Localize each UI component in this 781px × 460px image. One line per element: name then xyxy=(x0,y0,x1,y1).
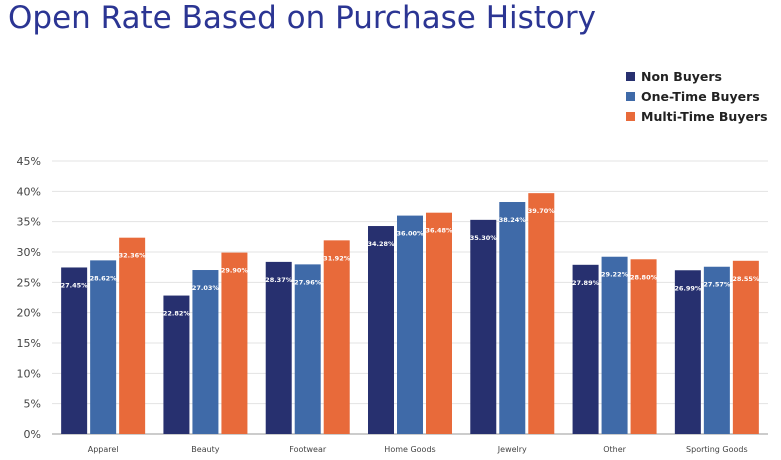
data-label: 27.57% xyxy=(703,281,731,289)
bar xyxy=(528,193,555,434)
x-tick-label: Apparel xyxy=(88,445,119,454)
chart-title: Open Rate Based on Purchase History xyxy=(8,0,596,36)
data-label: 28.62% xyxy=(90,274,118,282)
y-tick-label: 35% xyxy=(17,216,41,229)
data-label: 34.28% xyxy=(367,240,395,248)
bar xyxy=(192,270,219,434)
data-label: 22.82% xyxy=(163,310,191,318)
legend-item-non-buyers: Non Buyers xyxy=(626,66,768,86)
data-label: 32.36% xyxy=(119,252,147,260)
y-tick-label: 45% xyxy=(17,155,41,168)
legend-label-non-buyers: Non Buyers xyxy=(641,68,722,84)
x-tick-label: Jewelry xyxy=(497,445,527,454)
data-label: 28.37% xyxy=(265,276,293,284)
y-tick-label: 0% xyxy=(24,428,41,441)
x-tick-label: Footwear xyxy=(289,445,327,454)
data-label: 36.48% xyxy=(425,227,453,235)
bar xyxy=(265,261,292,434)
bar xyxy=(732,260,759,434)
bar xyxy=(163,295,190,434)
data-label: 26.99% xyxy=(674,284,702,292)
data-label: 29.22% xyxy=(601,271,629,279)
x-tick-label: Home Goods xyxy=(384,445,435,454)
data-label: 36.00% xyxy=(396,230,424,238)
bar xyxy=(61,267,88,434)
legend-swatch-one-time-buyers xyxy=(626,91,635,101)
x-tick-label: Sporting Goods xyxy=(686,445,748,454)
legend-item-one-time-buyers: One-Time Buyers xyxy=(626,86,768,106)
legend-swatch-multi-time-buyers xyxy=(626,111,635,121)
bar xyxy=(703,266,730,434)
bar xyxy=(601,256,628,434)
legend-label-one-time-buyers: One-Time Buyers xyxy=(641,88,760,104)
y-tick-label: 5% xyxy=(24,398,41,411)
bar xyxy=(90,260,117,434)
data-label: 27.45% xyxy=(61,281,89,289)
data-label: 27.96% xyxy=(294,278,322,286)
bar xyxy=(572,264,599,434)
y-tick-label: 15% xyxy=(17,337,41,350)
legend-item-multi-time-buyers: Multi-Time Buyers xyxy=(626,106,768,126)
bar xyxy=(630,259,657,434)
data-label: 27.89% xyxy=(572,279,600,287)
data-label: 38.24% xyxy=(499,216,527,224)
data-label: 39.70% xyxy=(528,207,556,215)
bar xyxy=(499,202,526,434)
data-label: 35.30% xyxy=(470,234,498,242)
x-tick-label: Beauty xyxy=(191,445,220,454)
legend-swatch-non-buyers xyxy=(626,71,635,81)
data-label: 27.03% xyxy=(192,284,220,292)
legend-label-multi-time-buyers: Multi-Time Buyers xyxy=(641,108,768,124)
data-label: 28.80% xyxy=(630,273,658,281)
bar xyxy=(323,240,350,434)
y-tick-label: 20% xyxy=(17,307,41,320)
y-tick-label: 10% xyxy=(17,367,41,380)
bar xyxy=(221,252,248,434)
y-tick-label: 30% xyxy=(17,246,41,259)
x-tick-label: Other xyxy=(603,445,626,454)
bar xyxy=(368,226,394,434)
bar xyxy=(397,215,423,434)
y-tick-label: 40% xyxy=(17,185,41,198)
data-label: 28.55% xyxy=(732,275,760,283)
chart-legend: Non Buyers One-Time Buyers Multi-Time Bu… xyxy=(626,66,768,126)
bar xyxy=(674,270,701,434)
bar xyxy=(470,219,497,434)
data-label: 31.92% xyxy=(323,254,351,262)
bar xyxy=(119,237,146,434)
y-tick-label: 25% xyxy=(17,276,41,289)
data-label: 29.90% xyxy=(221,267,249,275)
bar xyxy=(426,212,452,434)
bar xyxy=(294,264,321,434)
